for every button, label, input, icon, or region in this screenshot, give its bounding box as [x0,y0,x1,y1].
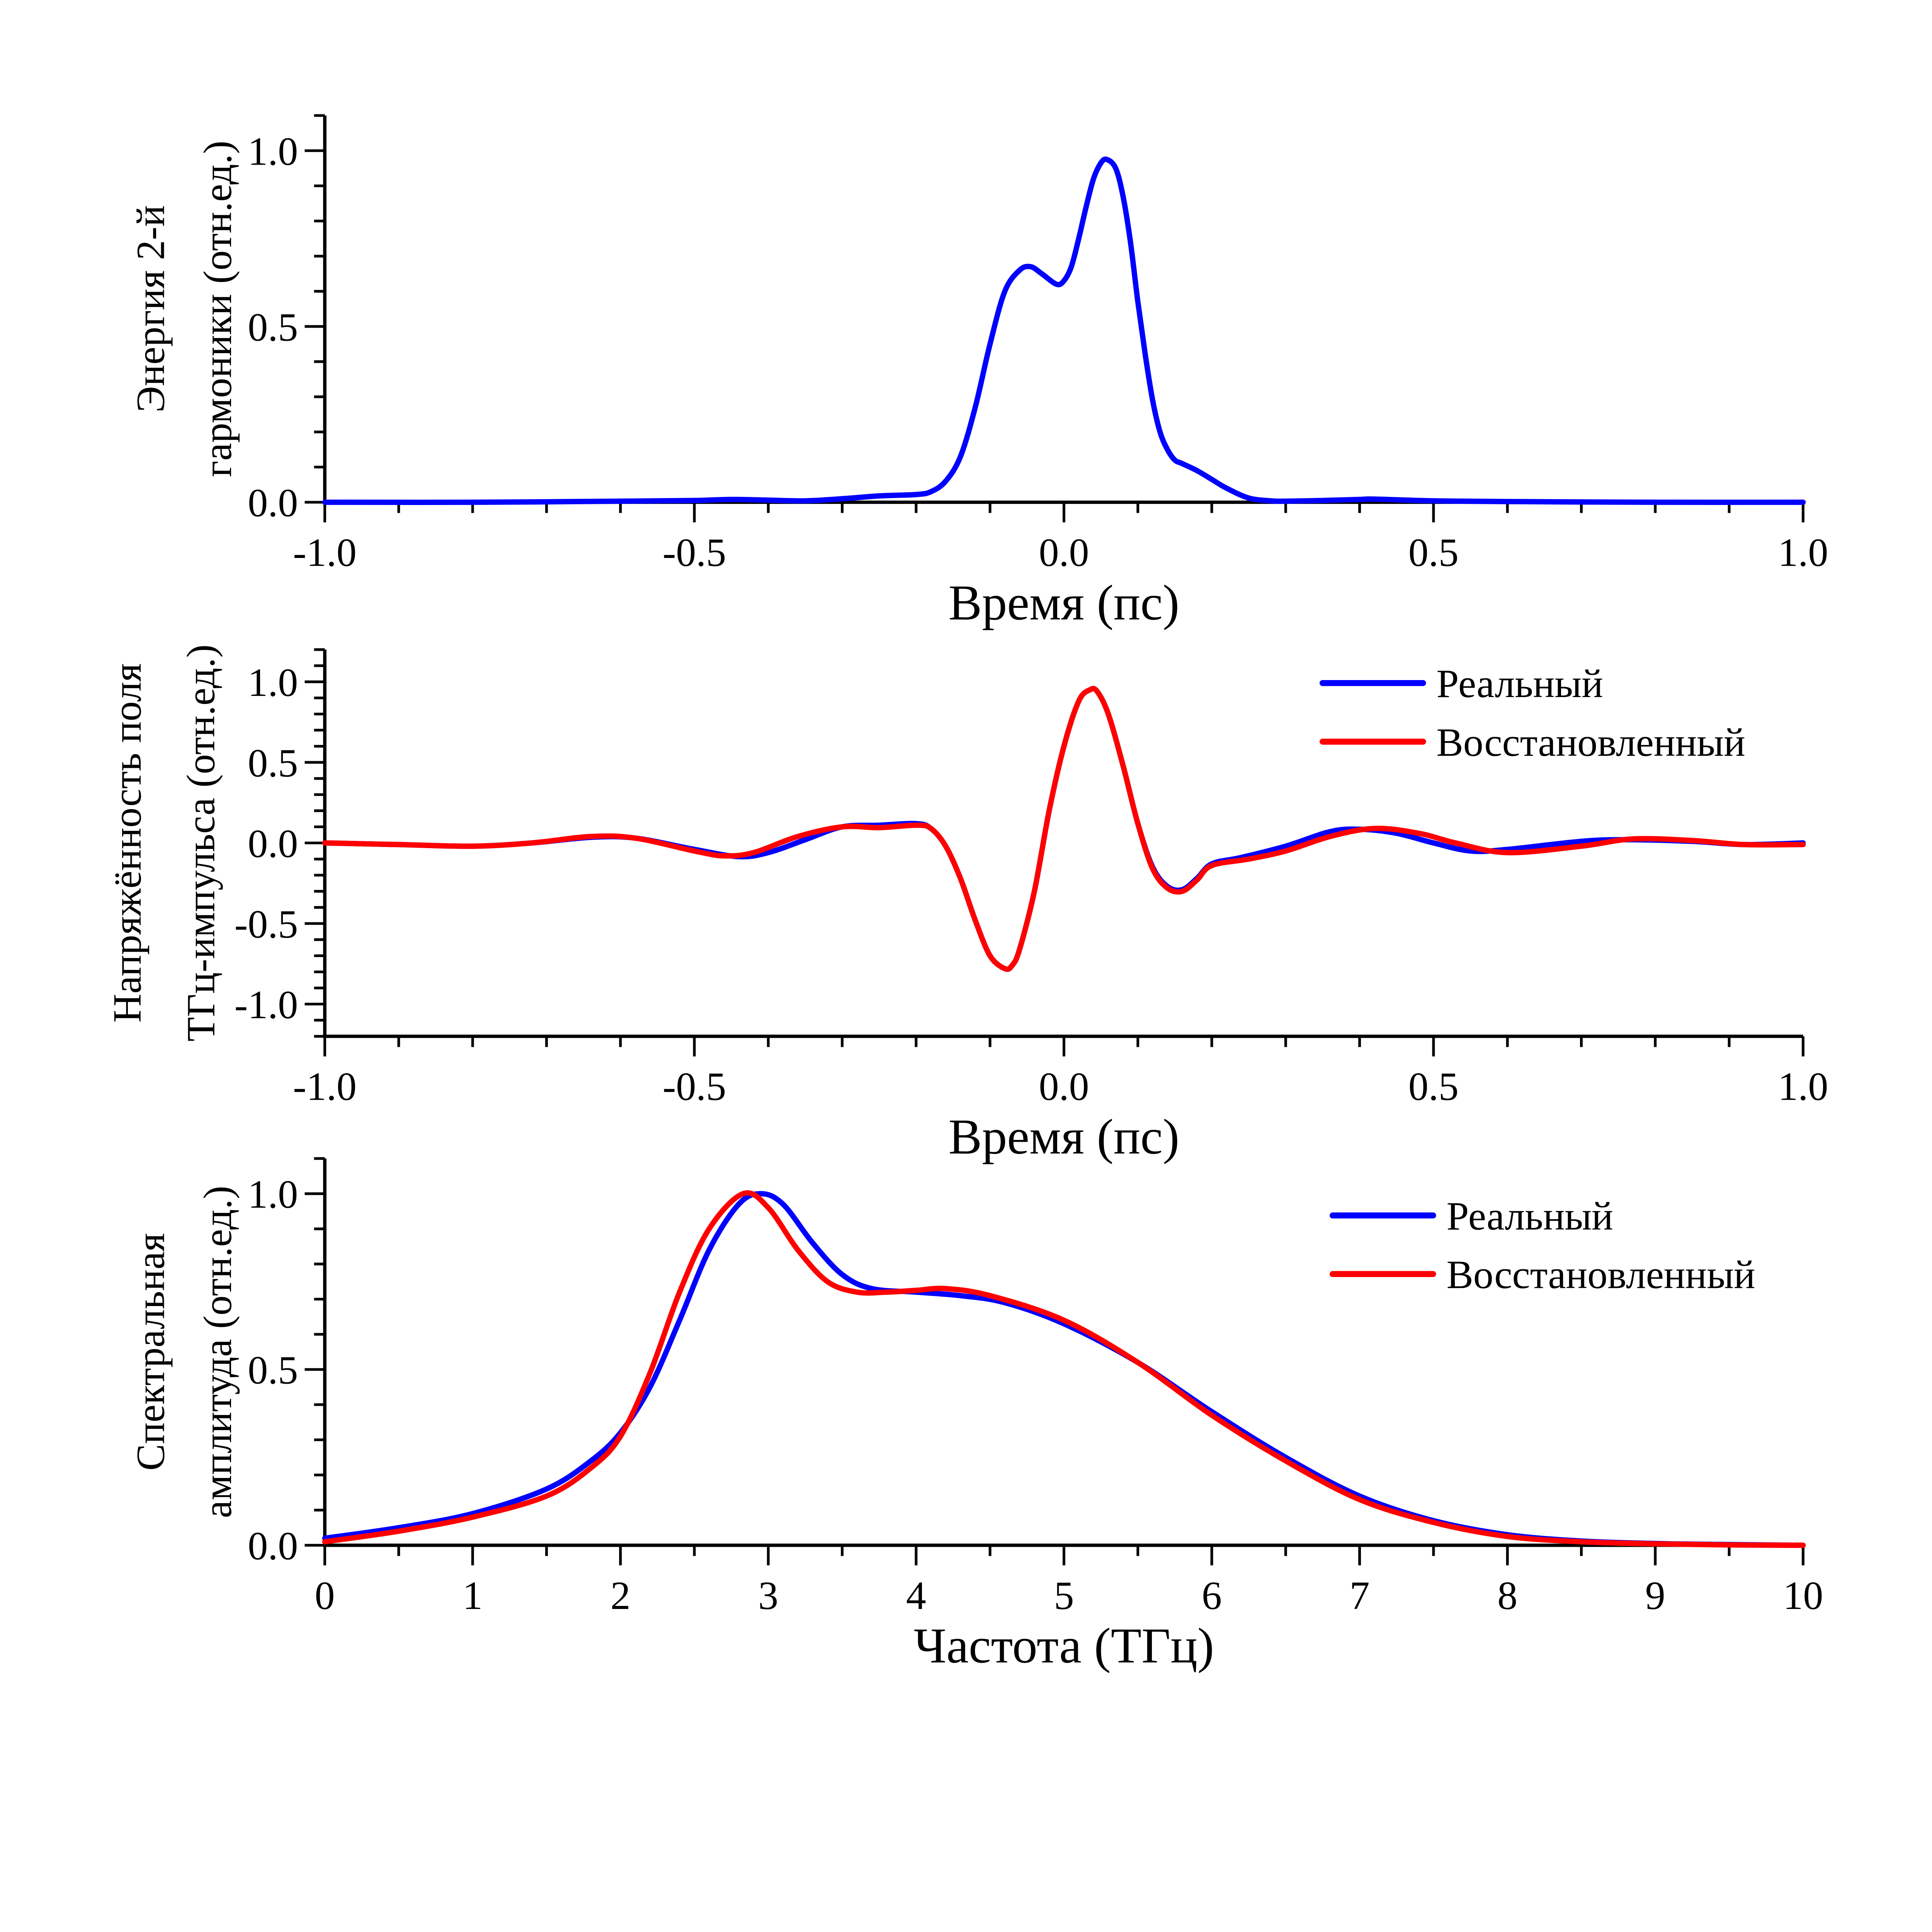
x-tick-label: 0.0 [1039,530,1089,575]
y-axis-title-line: амплитуда (отн.ед.) [196,1186,240,1518]
series-line-real [322,156,1806,505]
x-axis-title: Частота (ТГц) [914,1618,1214,1673]
y-axis-title-line: Энергия 2-й [129,205,173,413]
figure: -1.0 -0.5 0.0 0.5 1.0 0.0 0.5 1.0 Время (пс) Энер… [105,114,1828,1674]
y-tick-label: -0.5 [235,902,298,946]
y-tick-label: 0.5 [248,305,298,349]
chart-panel-shg-energy: -1.0 -0.5 0.0 0.5 1.0 0.0 0.5 1.0 Время (пс) Энер… [129,114,1828,631]
y-axis-title-line: ТГц-импульса (отн.ед.) [179,645,223,1042]
x-tick-label: 1.0 [1778,1065,1828,1109]
y-axis-title-line: Напряжённость поля [105,663,150,1022]
x-tick-label: -1.0 [293,530,357,575]
y-tick-label: 0.5 [248,741,298,785]
chart-panel-thz-field: -1.0 -0.5 0.0 0.5 1.0 -1.0 -0.5 0.0 0.5 1.0 Время … [105,645,1828,1165]
x-tick-label: 5 [1054,1573,1074,1618]
x-tick-label: -0.5 [663,1065,726,1109]
x-tick-label: 1.0 [1778,530,1828,575]
y-tick-label: 0.5 [248,1348,298,1393]
series-line-reconstructed [322,1190,1806,1548]
y-tick-label: -1.0 [235,983,298,1027]
x-tick-label: 8 [1497,1573,1517,1618]
x-axis-title: Время (пс) [949,575,1180,631]
y-axis-title-line: Спектральная [129,1233,173,1471]
legend-label: Восстановленный [1447,1253,1755,1297]
x-tick-label: 3 [758,1573,778,1618]
x-tick-label: 7 [1350,1573,1370,1618]
legend-label: Восстановленный [1437,720,1745,765]
x-tick-label: 2 [611,1573,631,1618]
y-tick-label: 1.0 [248,1172,298,1217]
y-tick-label: 0.0 [248,821,298,866]
x-tick-label: 0.5 [1408,530,1459,575]
x-tick-label: 6 [1202,1573,1222,1618]
x-tick-label: 10 [1783,1573,1823,1618]
y-tick-label: 0.0 [248,481,298,525]
x-tick-label: 9 [1645,1573,1665,1618]
legend: Реальный Восстановленный [1330,1194,1755,1297]
y-axis-title-line: гармоники (отн.ед.) [196,141,240,477]
x-tick-label: 1 [463,1573,483,1618]
y-tick-label: 1.0 [248,660,298,705]
legend-label: Реальный [1447,1194,1613,1238]
legend-label: Реальный [1437,662,1603,706]
y-tick-label: 0.0 [248,1524,298,1568]
x-tick-label: 4 [906,1573,926,1618]
x-tick-label: 0 [315,1573,335,1618]
series-line-reconstructed [322,686,1806,972]
x-tick-label: -1.0 [293,1065,357,1109]
x-tick-label: 0.5 [1408,1065,1459,1109]
series-line-real [322,1191,1806,1548]
chart-panel-spectrum: 0 1 2 3 4 5 6 7 8 9 10 0.0 0.5 1.0 Частота (ТГц) Спектр… [129,1157,1823,1673]
x-tick-label: 0.0 [1039,1065,1089,1109]
x-tick-label: -0.5 [663,530,726,575]
y-tick-label: 1.0 [248,129,298,173]
x-axis-title: Время (пс) [949,1109,1180,1165]
legend: Реальный Восстановленный [1320,662,1745,765]
